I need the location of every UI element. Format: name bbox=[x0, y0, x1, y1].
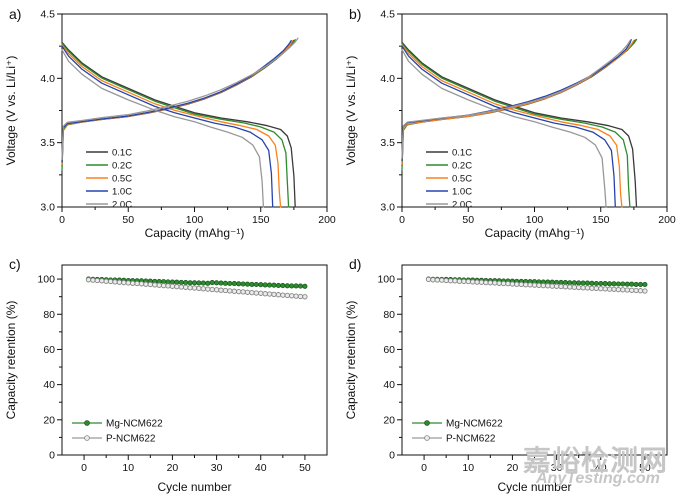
svg-text:0: 0 bbox=[389, 450, 395, 462]
svg-text:100: 100 bbox=[186, 214, 204, 226]
svg-text:80: 80 bbox=[383, 309, 395, 321]
svg-text:Voltage (V vs. Li/Li⁺): Voltage (V vs. Li/Li⁺) bbox=[4, 56, 18, 166]
svg-text:Cycle number: Cycle number bbox=[157, 480, 231, 494]
svg-text:Capacity (mAhg⁻¹): Capacity (mAhg⁻¹) bbox=[485, 226, 585, 240]
svg-text:150: 150 bbox=[252, 214, 270, 226]
svg-text:0.1C: 0.1C bbox=[452, 147, 472, 158]
svg-text:40: 40 bbox=[255, 462, 267, 474]
svg-text:1.0C: 1.0C bbox=[112, 186, 132, 197]
svg-text:Mg-NCM622: Mg-NCM622 bbox=[446, 419, 503, 430]
svg-text:Capacity (mAhg⁻¹): Capacity (mAhg⁻¹) bbox=[145, 226, 245, 240]
chart-panel-d: 0 10 20 30 40 50 0 20 40 60 80 100 Cycle number Capac… bbox=[340, 250, 680, 502]
svg-text:20: 20 bbox=[383, 414, 395, 426]
svg-text:4.0: 4.0 bbox=[380, 73, 395, 85]
svg-text:30: 30 bbox=[551, 462, 563, 474]
svg-text:Cycle number: Cycle number bbox=[497, 480, 571, 494]
svg-text:0: 0 bbox=[49, 450, 55, 462]
panel-label-a: a) bbox=[9, 6, 22, 22]
svg-text:100: 100 bbox=[377, 274, 395, 286]
svg-text:4.0: 4.0 bbox=[40, 73, 55, 85]
svg-text:0: 0 bbox=[59, 214, 65, 226]
svg-text:0: 0 bbox=[81, 462, 87, 474]
svg-text:60: 60 bbox=[383, 344, 395, 356]
svg-text:0: 0 bbox=[421, 462, 427, 474]
svg-text:0.2C: 0.2C bbox=[452, 160, 472, 171]
svg-text:0.1C: 0.1C bbox=[112, 147, 132, 158]
svg-text:50: 50 bbox=[639, 462, 651, 474]
svg-text:0.5C: 0.5C bbox=[452, 173, 472, 184]
svg-text:3.5: 3.5 bbox=[380, 137, 395, 149]
svg-text:1.0C: 1.0C bbox=[452, 186, 472, 197]
svg-text:0.2C: 0.2C bbox=[112, 160, 132, 171]
svg-text:50: 50 bbox=[462, 214, 474, 226]
svg-text:50: 50 bbox=[122, 214, 134, 226]
svg-text:Capacity retention (%): Capacity retention (%) bbox=[4, 301, 18, 420]
svg-text:Mg-NCM622: Mg-NCM622 bbox=[106, 419, 163, 430]
svg-text:P-NCM622: P-NCM622 bbox=[446, 434, 496, 445]
svg-text:10: 10 bbox=[122, 462, 134, 474]
svg-text:150: 150 bbox=[592, 214, 610, 226]
svg-text:2.0C: 2.0C bbox=[112, 199, 132, 210]
panel-label-d: d) bbox=[349, 256, 362, 272]
svg-text:40: 40 bbox=[383, 379, 395, 391]
svg-text:100: 100 bbox=[37, 274, 55, 286]
panel-label-b: b) bbox=[349, 6, 362, 22]
svg-text:0.5C: 0.5C bbox=[112, 173, 132, 184]
panel-label-c: c) bbox=[9, 256, 21, 272]
svg-text:20: 20 bbox=[43, 414, 55, 426]
svg-text:50: 50 bbox=[299, 462, 311, 474]
svg-text:200: 200 bbox=[318, 214, 336, 226]
svg-text:3.0: 3.0 bbox=[40, 202, 55, 214]
svg-text:10: 10 bbox=[462, 462, 474, 474]
svg-text:20: 20 bbox=[507, 462, 519, 474]
svg-text:4.5: 4.5 bbox=[380, 9, 395, 21]
voltage-capacity-chart-b: 0 50 100 150 200 3.0 3.5 4.0 4.5 Capacity (mAhg⁻¹… bbox=[344, 9, 676, 241]
chart-panel-a: 0 50 100 150 200 3.0 3.5 4.0 4.5 Capacity (mAhg⁻¹… bbox=[0, 0, 340, 250]
svg-text:3.5: 3.5 bbox=[40, 137, 55, 149]
svg-text:Capacity retention (%): Capacity retention (%) bbox=[344, 301, 358, 420]
voltage-capacity-chart-a: 0 50 100 150 200 3.0 3.5 4.0 4.5 Capacity (mAhg⁻¹… bbox=[4, 9, 336, 241]
svg-text:P-NCM622: P-NCM622 bbox=[106, 434, 156, 445]
chart-panel-b: 0 50 100 150 200 3.0 3.5 4.0 4.5 Capacity (mAhg⁻¹… bbox=[340, 0, 680, 250]
svg-text:Voltage (V vs. Li/Li⁺): Voltage (V vs. Li/Li⁺) bbox=[344, 56, 358, 166]
svg-text:3.0: 3.0 bbox=[380, 202, 395, 214]
svg-text:40: 40 bbox=[43, 379, 55, 391]
svg-text:40: 40 bbox=[595, 462, 607, 474]
svg-text:4.5: 4.5 bbox=[40, 9, 55, 21]
svg-text:200: 200 bbox=[658, 214, 676, 226]
svg-text:60: 60 bbox=[43, 344, 55, 356]
svg-text:80: 80 bbox=[43, 309, 55, 321]
svg-text:2.0C: 2.0C bbox=[452, 199, 472, 210]
svg-text:30: 30 bbox=[211, 462, 223, 474]
chart-panel-c: 0 10 20 30 40 50 0 20 40 60 80 100 Cycle number Capac… bbox=[0, 250, 340, 502]
svg-text:100: 100 bbox=[526, 214, 544, 226]
svg-text:20: 20 bbox=[167, 462, 179, 474]
svg-text:0: 0 bbox=[399, 214, 405, 226]
capacity-retention-chart-d: 0 10 20 30 40 50 0 20 40 60 80 100 Cycle number Capac… bbox=[344, 264, 668, 494]
capacity-retention-chart-c: 0 10 20 30 40 50 0 20 40 60 80 100 Cycle number Capac… bbox=[4, 264, 328, 494]
